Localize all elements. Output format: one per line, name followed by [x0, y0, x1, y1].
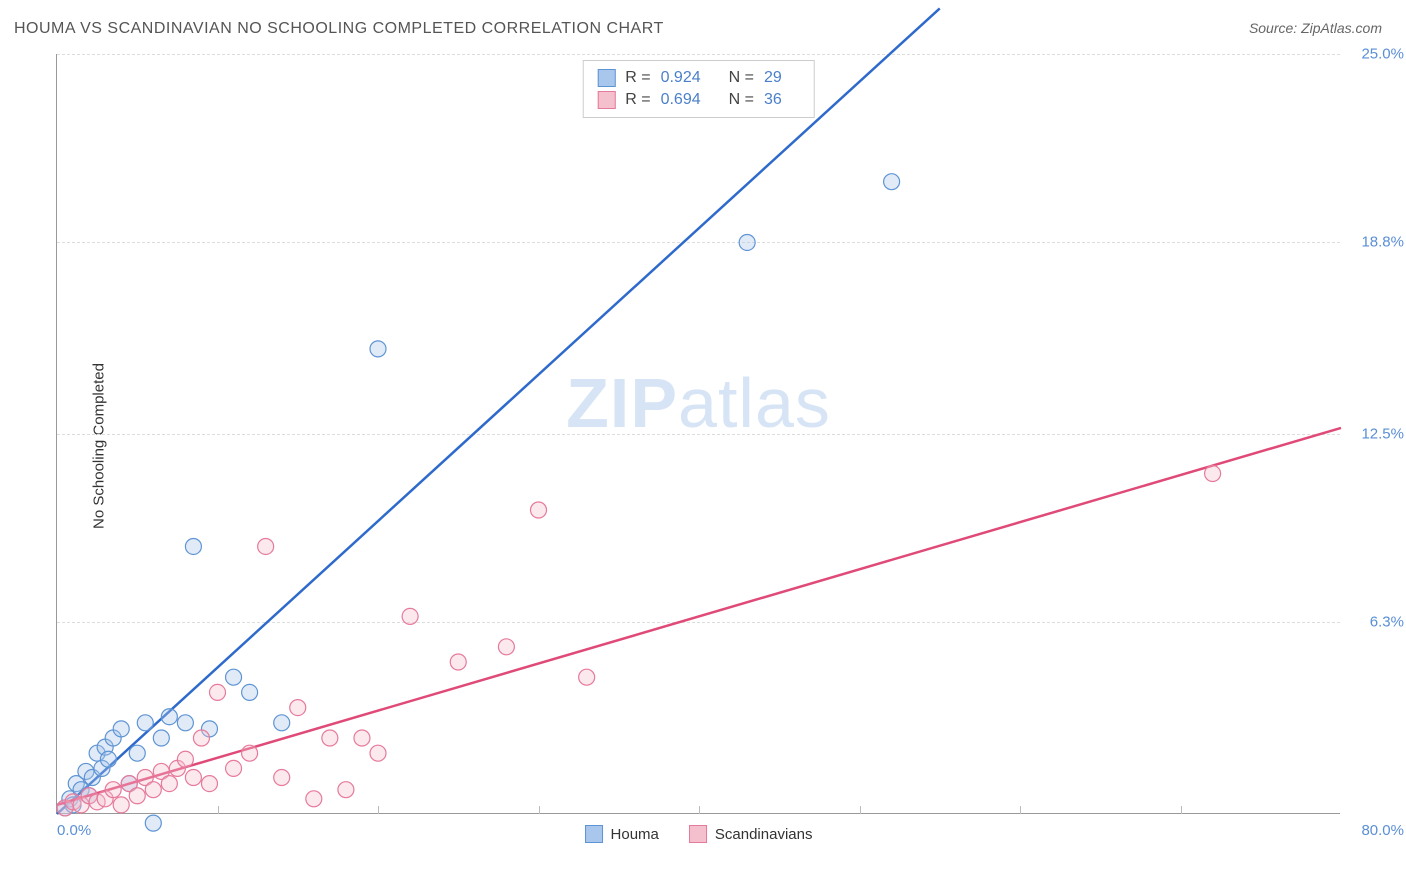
- data-point: [370, 341, 386, 357]
- data-point: [177, 751, 193, 767]
- chart-title: HOUMA VS SCANDINAVIAN NO SCHOOLING COMPL…: [14, 20, 664, 38]
- data-point: [226, 669, 242, 685]
- data-point: [258, 538, 274, 554]
- bottom-legend: Houma Scandinavians: [585, 825, 813, 843]
- data-point: [242, 684, 258, 700]
- stat-n-value-houma: 29: [764, 69, 782, 87]
- data-point: [884, 174, 900, 190]
- y-tick-label: 6.3%: [1370, 614, 1404, 631]
- data-point: [137, 715, 153, 731]
- y-tick-label: 25.0%: [1361, 46, 1404, 63]
- y-tick-label: 18.8%: [1361, 234, 1404, 251]
- chart-svg: [57, 54, 1340, 813]
- data-point: [370, 745, 386, 761]
- data-point: [161, 776, 177, 792]
- stats-row-houma: R = 0.924 N = 29: [597, 67, 800, 89]
- stat-n-value-scandinavian: 36: [764, 91, 782, 109]
- data-point: [226, 760, 242, 776]
- data-point: [145, 815, 161, 831]
- data-point: [113, 797, 129, 813]
- stat-r-label-2: R =: [625, 91, 650, 109]
- data-point: [100, 751, 116, 767]
- legend-swatch-houma: [585, 825, 603, 843]
- stat-r-value-scandinavian: 0.694: [661, 91, 701, 109]
- swatch-houma: [597, 69, 615, 87]
- data-point: [153, 730, 169, 746]
- data-point: [354, 730, 370, 746]
- data-point: [177, 715, 193, 731]
- legend-label-houma: Houma: [611, 826, 659, 843]
- data-point: [145, 782, 161, 798]
- data-point: [113, 721, 129, 737]
- trend-line: [57, 8, 940, 814]
- stat-r-label: R =: [625, 69, 650, 87]
- data-point: [185, 770, 201, 786]
- stats-legend-box: R = 0.924 N = 29 R = 0.694 N = 36: [582, 60, 815, 118]
- legend-item-houma: Houma: [585, 825, 659, 843]
- legend-label-scandinavian: Scandinavians: [715, 826, 813, 843]
- data-point: [498, 639, 514, 655]
- stats-row-scandinavian: R = 0.694 N = 36: [597, 89, 800, 111]
- data-point: [274, 715, 290, 731]
- data-point: [322, 730, 338, 746]
- legend-swatch-scandinavian: [689, 825, 707, 843]
- data-point: [531, 502, 547, 518]
- legend-item-scandinavian: Scandinavians: [689, 825, 813, 843]
- data-point: [129, 745, 145, 761]
- x-tick-min: 0.0%: [57, 822, 91, 839]
- data-point: [210, 684, 226, 700]
- stat-n-label: N =: [729, 69, 754, 87]
- source-attribution: Source: ZipAtlas.com: [1249, 20, 1382, 36]
- y-tick-label: 12.5%: [1361, 426, 1404, 443]
- source-prefix: Source:: [1249, 20, 1301, 36]
- data-point: [450, 654, 466, 670]
- data-point: [306, 791, 322, 807]
- x-tick-max: 80.0%: [1361, 822, 1404, 839]
- data-point: [739, 234, 755, 250]
- data-point: [1205, 466, 1221, 482]
- stat-r-value-houma: 0.924: [661, 69, 701, 87]
- data-point: [242, 745, 258, 761]
- stat-n-label-2: N =: [729, 91, 754, 109]
- data-point: [193, 730, 209, 746]
- source-name: ZipAtlas.com: [1301, 20, 1382, 36]
- data-point: [201, 776, 217, 792]
- data-point: [402, 608, 418, 624]
- data-point: [161, 709, 177, 725]
- data-point: [290, 700, 306, 716]
- data-point: [105, 782, 121, 798]
- data-point: [579, 669, 595, 685]
- swatch-scandinavian: [597, 91, 615, 109]
- data-point: [185, 538, 201, 554]
- data-point: [129, 788, 145, 804]
- data-point: [338, 782, 354, 798]
- data-point: [274, 770, 290, 786]
- plot-area: ZIPatlas R = 0.924 N = 29 R = 0.694 N = …: [56, 54, 1340, 814]
